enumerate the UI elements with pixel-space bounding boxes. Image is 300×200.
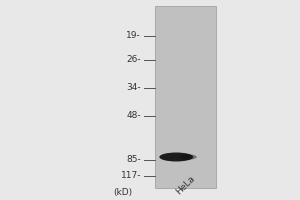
Text: 26-: 26- [126,55,141,64]
Text: (kD): (kD) [113,188,133,197]
Text: 34-: 34- [126,83,141,92]
Text: 117-: 117- [121,171,141,180]
Bar [154,6,216,188]
Text: 19-: 19- [126,31,141,40]
Ellipse shape [159,152,193,162]
Text: HeLa: HeLa [174,173,197,196]
Ellipse shape [180,154,197,160]
Text: 48-: 48- [126,112,141,120]
Text: 85-: 85- [126,156,141,164]
